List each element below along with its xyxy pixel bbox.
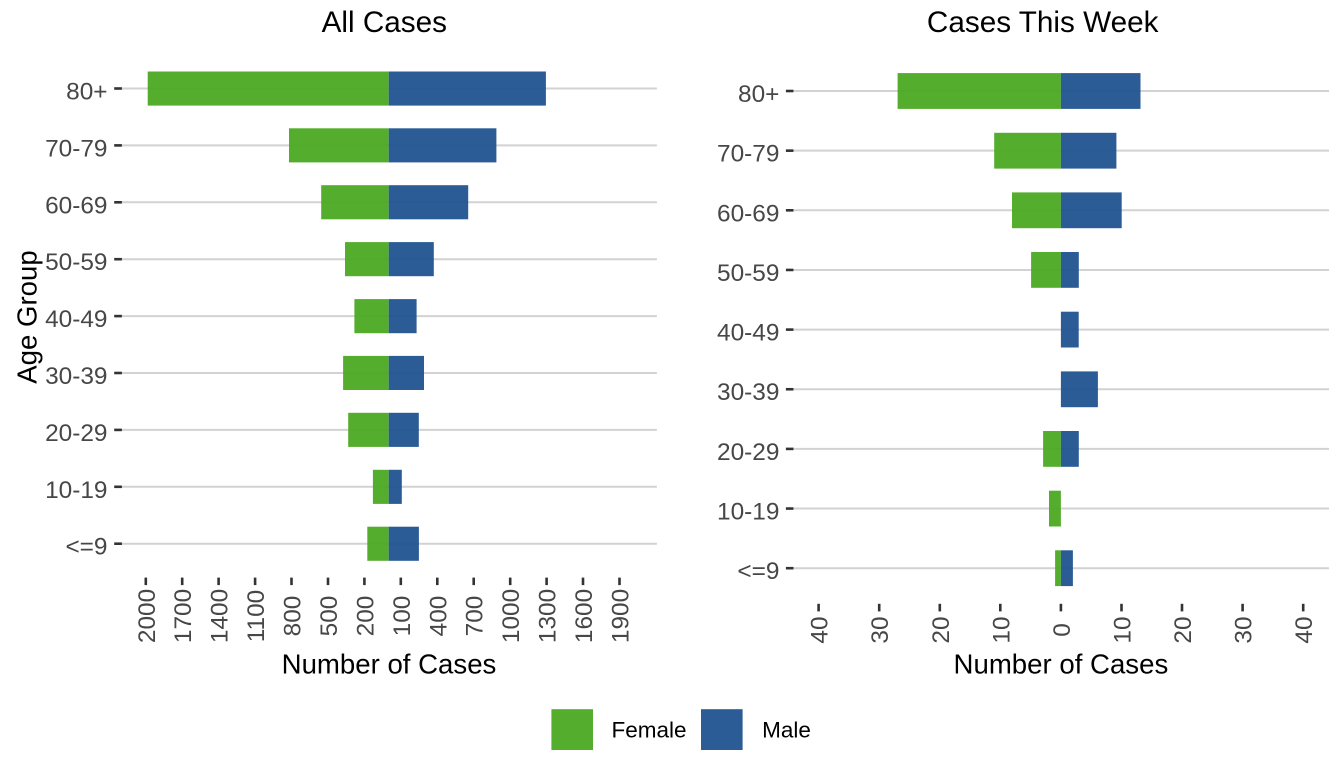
svg-text:40-49: 40-49 <box>717 320 779 347</box>
svg-text:80+: 80+ <box>738 81 779 108</box>
svg-text:30-39: 30-39 <box>45 363 107 390</box>
svg-text:800: 800 <box>280 596 307 637</box>
svg-text:1000: 1000 <box>498 589 525 643</box>
svg-text:100: 100 <box>389 596 416 637</box>
svg-text:All Cases: All Cases <box>322 6 447 39</box>
svg-text:20: 20 <box>928 616 955 643</box>
svg-text:1700: 1700 <box>170 589 197 643</box>
svg-text:10: 10 <box>988 616 1015 643</box>
svg-text:10-19: 10-19 <box>45 477 107 504</box>
svg-text:500: 500 <box>316 596 343 637</box>
svg-text:20-29: 20-29 <box>45 420 107 447</box>
svg-text:70-79: 70-79 <box>45 135 107 162</box>
svg-text:10: 10 <box>1110 616 1137 643</box>
svg-text:<=9: <=9 <box>737 558 779 585</box>
svg-text:1300: 1300 <box>535 589 562 643</box>
svg-text:40-49: 40-49 <box>45 306 107 333</box>
svg-text:60-69: 60-69 <box>45 192 107 219</box>
svg-text:50-59: 50-59 <box>45 249 107 276</box>
svg-text:50-59: 50-59 <box>717 260 779 287</box>
svg-text:Cases This Week: Cases This Week <box>927 6 1159 39</box>
svg-text:60-69: 60-69 <box>717 200 779 227</box>
svg-text:Number of Cases: Number of Cases <box>282 648 497 679</box>
svg-text:Age Group: Age Group <box>12 250 43 383</box>
svg-text:1400: 1400 <box>207 589 234 643</box>
svg-text:1600: 1600 <box>571 589 598 643</box>
svg-text:40: 40 <box>1291 616 1318 643</box>
svg-text:Number of Cases: Number of Cases <box>954 648 1169 679</box>
svg-text:10-19: 10-19 <box>717 499 779 526</box>
svg-text:20-29: 20-29 <box>717 439 779 466</box>
svg-text:400: 400 <box>425 596 452 637</box>
svg-text:80+: 80+ <box>66 79 107 106</box>
svg-text:40: 40 <box>807 616 834 643</box>
svg-text:30: 30 <box>1231 616 1258 643</box>
svg-text:30: 30 <box>867 616 894 643</box>
svg-text:Male: Male <box>762 717 811 742</box>
svg-text:0: 0 <box>1049 623 1076 637</box>
svg-text:<=9: <=9 <box>65 534 107 561</box>
svg-text:2000: 2000 <box>134 589 161 643</box>
svg-text:20: 20 <box>1170 616 1197 643</box>
svg-text:700: 700 <box>462 596 489 637</box>
svg-text:200: 200 <box>352 596 379 637</box>
svg-text:70-79: 70-79 <box>717 141 779 168</box>
svg-text:Female: Female <box>612 717 687 742</box>
svg-text:1900: 1900 <box>608 589 635 643</box>
svg-text:30-39: 30-39 <box>717 379 779 406</box>
svg-text:1100: 1100 <box>243 590 270 642</box>
